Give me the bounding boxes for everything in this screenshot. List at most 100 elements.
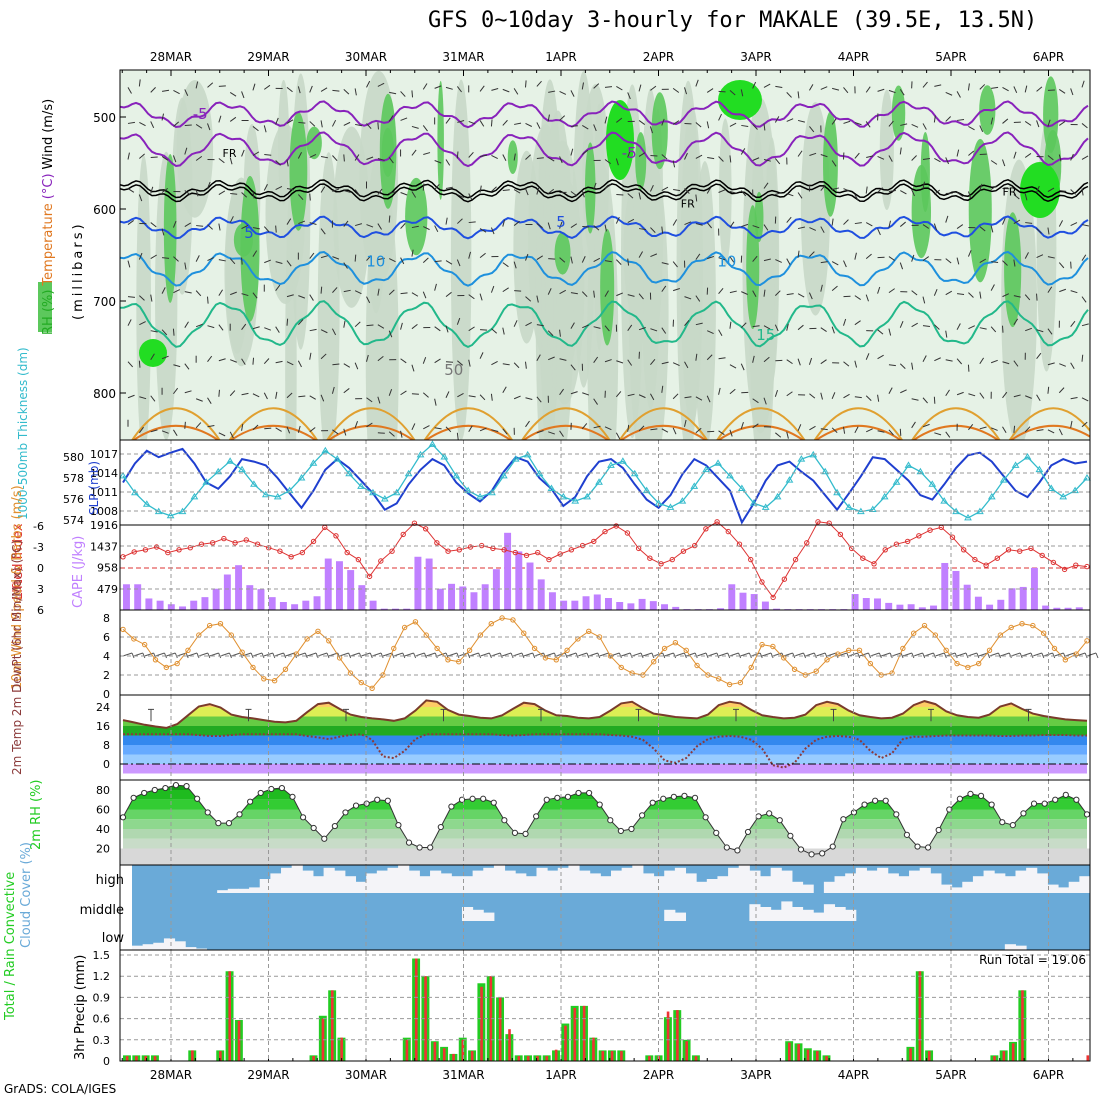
wind-barb [649,393,655,401]
thickness-point [261,490,270,498]
wind-barb [468,193,473,200]
wind-barb [525,80,527,88]
cape-bar [123,584,130,610]
wind-barb [264,327,271,331]
wind-barb [479,252,486,258]
rh-plume-green [437,80,444,200]
wind-barb [627,359,633,366]
wind-barb [570,292,578,295]
cloud-high-fill [951,887,963,893]
wind-barb [922,123,927,130]
wind-barb [457,360,463,366]
cape-bar [1008,588,1016,610]
wind-barb [763,224,769,231]
cape-bar [291,604,299,610]
wind-tick-label: 2 [103,669,110,682]
wind-barb [865,121,871,128]
cloud-high-fill [312,876,325,893]
lifted-index-point [714,519,720,525]
cloud-high-fill [919,867,931,893]
rh-point [1041,800,1048,807]
wind-barb [627,294,635,297]
wind-barb [774,324,779,332]
wind-barb [808,357,813,365]
cloud-high-fill [642,873,655,893]
wind-barb [377,396,381,404]
wind-barb [388,215,391,223]
date-label-top: 6APR [1033,50,1064,64]
rh-tick-label: 80 [96,784,110,797]
temp-band [123,764,1087,774]
rh-point [956,795,963,802]
wind-barb [309,427,316,433]
surface-wind-barb-flag [705,652,709,659]
wind-barb [945,215,949,223]
wind-barb [536,157,544,159]
cloud-high-fill [877,867,889,893]
wind-barb [1002,159,1006,167]
wind-barb [263,84,271,90]
cape-bar [392,608,399,610]
cloud-high-fill [376,870,388,893]
wind-barb [809,251,815,257]
rh-point [681,792,688,799]
wind-tick-label: 6 [103,631,110,644]
wind-barb [706,121,710,129]
wind-barb [230,193,238,195]
wind-barb [979,125,984,133]
wind-barb [207,355,213,363]
precip-convective-bar [694,1056,698,1061]
wind-barb [604,359,612,363]
wind-barb [252,126,259,132]
surface-wind-barb-flag [488,652,492,659]
cloud-middle-fill [749,904,761,921]
wind-barb [513,220,520,226]
wind-barb [468,120,476,125]
wind-barb [138,79,141,87]
cloud-ylabel-text: Cloud Cover (%) [19,842,34,948]
wind-barb [252,151,260,156]
pressure-tick-label: 600 [93,203,116,217]
wind-barb [899,262,904,270]
wind-barb [672,219,678,226]
rh-plume-green [554,232,571,275]
wind-barb [468,359,471,367]
wind-barb [196,225,204,227]
cape-bar [952,570,960,610]
wind-speed-point [867,660,874,667]
wind-barb [729,90,736,96]
lifted-index-point [120,554,126,560]
wind-barb [968,126,975,131]
rh-point [416,844,423,851]
surface-wind-barb-flag [759,652,763,659]
wind-barb [922,181,926,189]
wind-barb [150,254,157,260]
thickness-point [1083,474,1091,481]
wind-barb [740,322,747,329]
cloud-middle-fill [834,907,846,921]
wind-barb [354,88,357,96]
wind-barb [127,87,132,94]
rh-point [829,843,836,850]
wind-barb [684,296,692,300]
cloud-high-fill [621,867,633,893]
wind-barb [945,359,953,362]
wind-barb [888,256,896,261]
wind-barb [661,385,664,393]
precip-convective-bar [340,1037,343,1061]
wind-barb [888,89,896,94]
cloud-high-fill [802,884,814,893]
wind-barb [354,189,360,196]
contour-label: FR [681,198,695,211]
wind-barb [581,149,589,155]
wind-barb [173,89,180,95]
wind-barb [184,190,191,196]
wind-barb [309,222,317,225]
temp-band [123,700,1087,707]
wind-barb [956,391,964,396]
wind-barb [207,397,212,404]
precip-convective-bar [909,1048,912,1061]
thickness-point [464,486,473,494]
wind-barb [400,257,405,265]
wind-barb [979,291,982,299]
